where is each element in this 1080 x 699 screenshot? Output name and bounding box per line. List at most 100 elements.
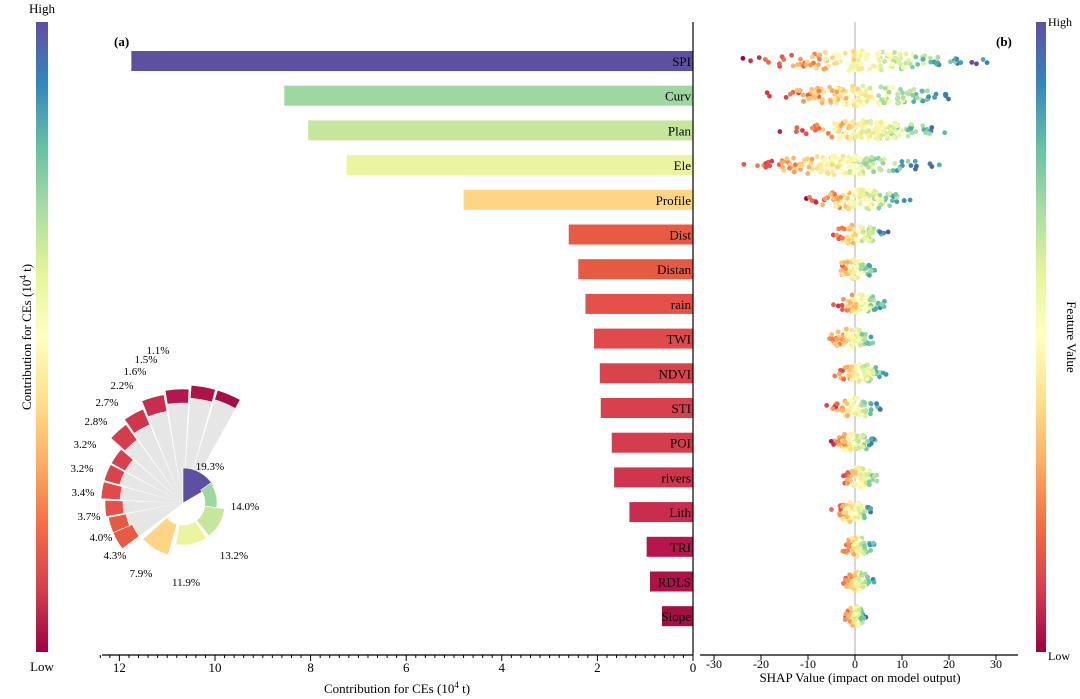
shap-point <box>858 480 864 486</box>
shap-point <box>865 439 871 444</box>
shap-point <box>907 61 913 67</box>
shap-point <box>882 298 887 304</box>
shap-point <box>848 159 853 165</box>
shap-point <box>878 157 884 163</box>
shap-point <box>853 569 859 575</box>
shap-point <box>883 195 889 201</box>
shap-point <box>857 158 863 163</box>
shap-point <box>851 61 857 66</box>
shap-point <box>850 240 856 246</box>
bar-plan <box>308 120 693 141</box>
shap-point <box>845 436 851 442</box>
shap-point <box>958 60 964 65</box>
shap-point <box>834 401 840 407</box>
radial-bar <box>124 408 151 434</box>
shap-point <box>779 54 785 60</box>
shap-point <box>863 472 869 477</box>
radial-bar <box>141 394 168 418</box>
x-tick-label: 12 <box>113 660 126 675</box>
shap-point <box>806 164 812 170</box>
shap-point <box>905 133 911 139</box>
shap-point <box>790 63 796 69</box>
shap-point <box>817 52 823 58</box>
bar-label-spi: SPI <box>672 54 691 69</box>
shap-point <box>809 198 815 203</box>
shap-point <box>850 335 855 340</box>
shap-point <box>794 129 799 135</box>
shap-point <box>740 55 746 61</box>
right-colorbar-low-label: Low <box>1048 649 1070 663</box>
shap-point <box>850 165 856 171</box>
shap-point <box>846 123 852 129</box>
shap-point <box>851 440 856 446</box>
shap-point <box>842 439 848 445</box>
shap-point <box>857 201 863 207</box>
shap-point <box>827 84 833 90</box>
shap-point <box>886 89 892 95</box>
shap-point <box>813 95 818 101</box>
shap-x-tick-label: 0 <box>852 657 858 671</box>
bar-label-twi: TWI <box>666 332 691 347</box>
radial-bar <box>110 424 138 452</box>
shap-point <box>877 192 883 198</box>
shap-point <box>852 506 858 511</box>
shap-point <box>850 308 856 314</box>
shap-point <box>867 305 873 311</box>
panel-b-tag: (b) <box>996 34 1012 49</box>
shap-point <box>860 466 866 472</box>
shap-point <box>871 226 876 232</box>
shap-point <box>859 130 864 136</box>
shap-point <box>890 168 896 173</box>
shap-point <box>895 91 901 97</box>
shap-point <box>845 240 850 245</box>
shap-point <box>849 87 855 93</box>
shap-point <box>863 88 869 93</box>
shap-point <box>863 307 869 313</box>
shap-point <box>870 477 876 483</box>
shap-point <box>803 131 809 137</box>
shap-point <box>763 160 769 166</box>
shap-point <box>824 403 830 408</box>
shap-point <box>849 276 855 282</box>
shap-point <box>801 99 806 104</box>
shap-point <box>829 162 835 167</box>
shap-point <box>864 376 870 382</box>
shap-point <box>844 514 849 520</box>
bar-label-rivers: rivers <box>661 470 691 485</box>
shap-point <box>878 84 884 90</box>
shap-point <box>854 91 860 97</box>
shap-point <box>868 506 874 511</box>
shap-point <box>874 401 879 407</box>
shap-point <box>900 65 906 71</box>
shap-point <box>891 134 896 140</box>
shap-x-tick-label: 10 <box>896 657 908 671</box>
shap-point <box>864 205 870 211</box>
shap-point <box>860 229 866 235</box>
shap-x-tick-label: 20 <box>943 657 955 671</box>
shap-point <box>848 478 854 484</box>
radial-bar <box>104 499 125 517</box>
shap-point <box>805 156 810 162</box>
shap-point <box>856 445 862 451</box>
shap-point <box>859 188 865 194</box>
shap-point <box>825 130 831 136</box>
shap-point <box>887 203 893 209</box>
shap-point <box>870 369 876 375</box>
shap-point <box>842 50 848 56</box>
shap-point <box>849 65 855 70</box>
shap-point <box>851 552 857 557</box>
radial-pct-label: 3.2% <box>74 439 97 451</box>
shap-point <box>846 206 851 212</box>
shap-point <box>845 506 851 512</box>
radial-bar <box>142 517 178 556</box>
shap-point <box>878 167 884 173</box>
shap-point <box>855 275 861 281</box>
shap-point <box>870 340 876 346</box>
shap-point <box>837 371 842 377</box>
shap-point <box>845 259 850 265</box>
shap-point <box>884 121 890 127</box>
shap-point <box>851 102 857 108</box>
shap-point <box>860 433 866 439</box>
shap-point <box>903 51 909 57</box>
shap-point <box>847 224 853 230</box>
